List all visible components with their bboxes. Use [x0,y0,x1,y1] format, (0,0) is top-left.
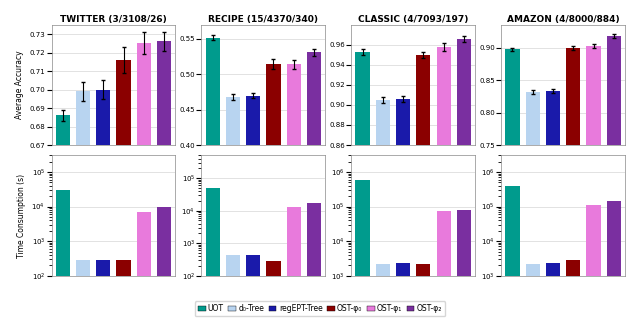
Bar [96,90,110,320]
Bar [76,92,90,320]
Bar [586,45,601,320]
Legend: UOT, d₀-Tree, regEPT-Tree, OST-φ₀, OST-φ₁, OST-φ₂: UOT, d₀-Tree, regEPT-Tree, OST-φ₀, OST-φ… [195,301,445,316]
Bar [566,48,580,320]
Bar [246,255,260,320]
Bar [436,47,451,320]
Bar [607,202,621,320]
Bar [205,37,220,320]
Bar [525,92,540,320]
Bar [287,207,301,320]
Bar [56,190,70,320]
Bar [416,264,431,320]
Title: AMAZON (4/8000/884): AMAZON (4/8000/884) [507,15,620,24]
Bar [457,39,471,320]
Bar [457,210,471,320]
Bar [506,50,520,320]
Bar [546,91,560,320]
Bar [96,260,110,320]
Y-axis label: Average Accuracy: Average Accuracy [15,51,24,119]
Bar [205,188,220,320]
Bar [436,211,451,320]
Title: RECIPE (15/4370/340): RECIPE (15/4370/340) [209,15,318,24]
Bar [355,180,370,320]
Y-axis label: Time Consumption (s): Time Consumption (s) [17,173,26,258]
Bar [525,264,540,320]
Bar [376,264,390,320]
Bar [287,64,301,320]
Bar [246,95,260,320]
Bar [607,36,621,320]
Title: TWITTER (3/3108/26): TWITTER (3/3108/26) [60,15,167,24]
Bar [116,260,131,320]
Bar [137,212,151,320]
Bar [266,64,280,320]
Bar [396,99,410,320]
Bar [226,97,240,320]
Bar [56,116,70,320]
Bar [566,260,580,320]
Bar [307,52,321,320]
Bar [376,100,390,320]
Bar [226,255,240,320]
Bar [355,52,370,320]
Bar [266,261,280,320]
Bar [546,262,560,320]
Bar [416,55,431,320]
Bar [116,60,131,320]
Bar [157,207,172,320]
Bar [307,203,321,320]
Bar [157,41,172,320]
Bar [586,205,601,320]
Bar [137,43,151,320]
Title: CLASSIC (4/7093/197): CLASSIC (4/7093/197) [358,15,468,24]
Bar [506,186,520,320]
Bar [396,262,410,320]
Bar [76,260,90,320]
